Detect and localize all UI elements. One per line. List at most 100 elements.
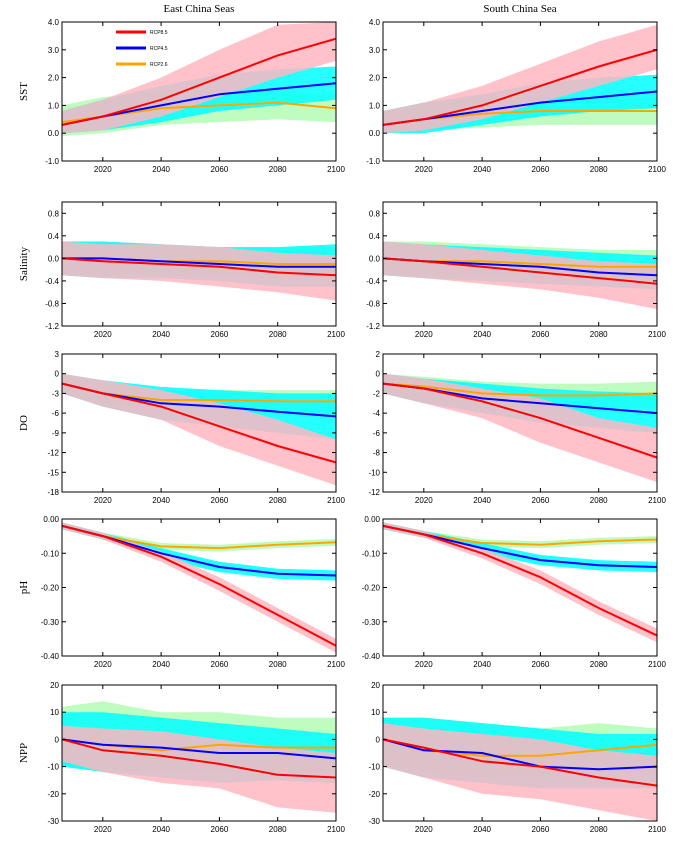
x-tick-label: 2080 [269,330,287,339]
point-rcp45 [539,266,542,268]
x-tick-label: 2100 [327,660,345,669]
point-rcp26 [597,749,600,752]
plot-area [62,22,336,136]
point-rcp26 [160,545,162,548]
point-rcp85 [539,765,542,768]
y-tick-label: 2.0 [369,74,381,83]
series-line-rcp85 [62,738,336,779]
legend-label: RCP4.5 [150,46,168,52]
x-tick-label: 2020 [94,825,112,834]
series-line-rcp85 [383,738,657,787]
x-tick-label: 2040 [473,330,491,339]
point-rcp85 [539,271,542,274]
y-tick-label: 3.0 [369,46,381,55]
y-tick-label: -0.20 [362,584,381,593]
x-tick-label: 2020 [94,165,112,174]
x-tick-label: 2100 [648,660,666,669]
y-tick-label: 3 [55,350,60,359]
point-rcp26 [160,107,162,109]
point-rcp85 [160,263,162,265]
y-tick-label: 0.0 [48,129,60,138]
y-tick-label: -20 [368,790,380,799]
y-tick-label: -0.4 [45,277,59,286]
point-rcp45 [160,552,162,555]
y-tick-label: -10 [368,763,380,772]
x-tick-label: 2100 [327,330,345,339]
x-tick-label: 2020 [415,330,433,339]
x-tick-label: 2040 [473,165,491,174]
point-rcp45 [481,397,483,400]
series-line-rcp85 [62,524,336,647]
point-rcp26 [539,110,542,112]
point-rcp26 [218,104,221,107]
x-tick-label: 2020 [94,660,112,669]
point-rcp45 [539,559,542,561]
y-tick-label: 4.0 [48,18,60,27]
y-tick-label: -18 [47,488,59,497]
band-rcp85 [383,24,657,134]
point-rcp45 [276,411,279,413]
row-label-salinity: Salinity [18,246,30,281]
panel-ph-south: -0.40 -0.30 -0.20 -0.10 0.00 2020 2040 2060 2080… [362,515,667,669]
x-tick-label: 2080 [269,165,287,174]
point-rcp45 [218,566,221,568]
point-rcp45 [102,744,104,746]
point-rcp26 [597,394,600,397]
point-rcp85 [218,763,221,765]
y-tick-label: -15 [47,468,59,477]
x-tick-label: 2020 [415,660,433,669]
point-rcp45 [481,263,483,265]
point-rcp26 [218,260,221,262]
point-rcp26 [597,266,600,268]
y-tick-label: -0.8 [45,299,59,308]
point-rcp26 [276,543,279,546]
panel-frame [382,353,658,493]
x-tick-label: 2080 [590,165,608,174]
series-line-rcp26 [383,382,657,397]
point-rcp45 [160,402,162,405]
point-rcp45 [276,266,279,268]
x-tick-label: 2040 [473,496,491,505]
point-rcp85 [276,445,279,447]
point-rcp45 [597,96,600,98]
point-rcp85 [423,118,425,121]
y-tick-label: 1.0 [369,101,381,110]
y-tick-label: 20 [371,681,380,690]
panel-ph-east: -0.40 -0.30 -0.20 -0.10 0.00 2020 2040 2060 2080… [41,515,346,669]
y-tick-label: -0.10 [41,549,60,558]
panel-sst-south: -1.0 0.0 1.0 2.0 3.0 4.0 2020 2040 2060 2080 2100 [366,18,666,174]
point-rcp85 [597,607,600,609]
series-line-rcp85 [383,257,657,285]
point-rcp26 [218,744,221,746]
y-tick-label: 2.0 [48,74,60,83]
panel-salinity-east: -1.2 -0.8 -0.4 0.0 0.4 0.8 2020 2040 2060 2080 210… [45,201,345,339]
x-tick-label: 2060 [211,496,229,505]
point-rcp45 [597,271,600,274]
x-tick-label: 2040 [152,660,170,669]
point-rcp26 [276,400,279,403]
point-rcp26 [218,547,221,549]
y-tick-label: -0.30 [362,618,381,627]
point-rcp45 [160,260,162,262]
plot-area [62,522,336,653]
y-tick-label: -0.20 [41,584,60,593]
x-tick-label: 2080 [269,660,287,669]
point-rcp85 [102,535,104,537]
point-rcp85 [481,400,483,403]
y-tick-label: 0.8 [48,209,60,218]
y-tick-label: -20 [47,790,59,799]
point-rcp45 [597,564,600,567]
band-rcp85 [383,723,657,821]
x-tick-label: 2040 [152,825,170,834]
y-tick-label: 0 [376,370,381,379]
point-rcp26 [539,543,542,546]
point-rcp26 [481,754,483,757]
point-rcp85 [218,425,221,428]
plot-area [62,241,336,301]
y-tick-label: 0.4 [48,232,60,241]
point-rcp45 [160,104,162,107]
point-rcp85 [597,776,600,779]
point-rcp45 [481,110,483,112]
